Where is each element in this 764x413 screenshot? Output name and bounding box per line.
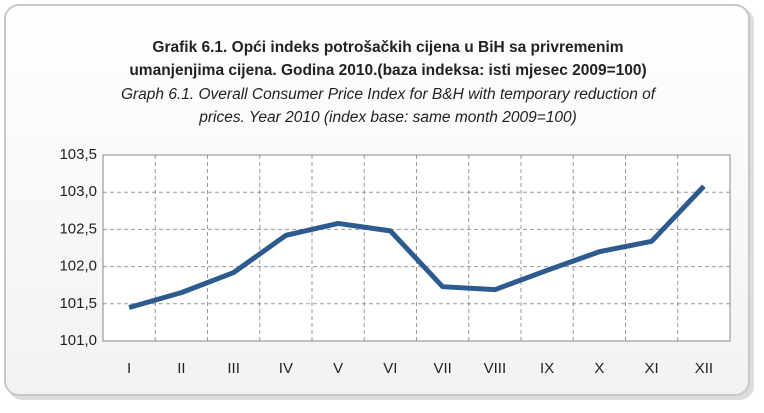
chart-title: Grafik 6.1. Opći indeks potrošačkih cije… <box>152 39 623 56</box>
y-tick-label: 103,5 <box>59 146 97 163</box>
x-tick-label: I <box>127 360 131 377</box>
x-tick-label: V <box>333 360 343 377</box>
y-tick-label: 103,0 <box>59 183 97 200</box>
x-tick-label: IV <box>279 360 293 377</box>
x-tick-label: II <box>177 360 185 377</box>
chart-subtitle: Graph 6.1. Overall Consumer Price Index … <box>121 86 657 103</box>
x-tick-label: X <box>594 360 604 377</box>
chart-title: umanjenjima cijena. Godina 2010.(baza in… <box>129 62 646 79</box>
x-tick-label: XII <box>695 360 713 377</box>
chart-subtitle: prices. Year 2010 (index base: same mont… <box>198 109 577 126</box>
x-tick-label: VII <box>433 360 451 377</box>
x-tick-label: VI <box>383 360 397 377</box>
plot-border <box>102 154 731 342</box>
x-tick-label: III <box>227 360 240 377</box>
x-tick-label: VIII <box>484 360 507 377</box>
y-tick-label: 101,0 <box>59 332 97 349</box>
y-tick-label: 102,0 <box>59 258 97 275</box>
x-tick-label: IX <box>540 360 554 377</box>
y-tick-label: 102,5 <box>59 220 97 237</box>
y-tick-label: 101,5 <box>59 295 97 312</box>
series-line <box>128 184 706 310</box>
x-tick-label: XI <box>645 360 659 377</box>
